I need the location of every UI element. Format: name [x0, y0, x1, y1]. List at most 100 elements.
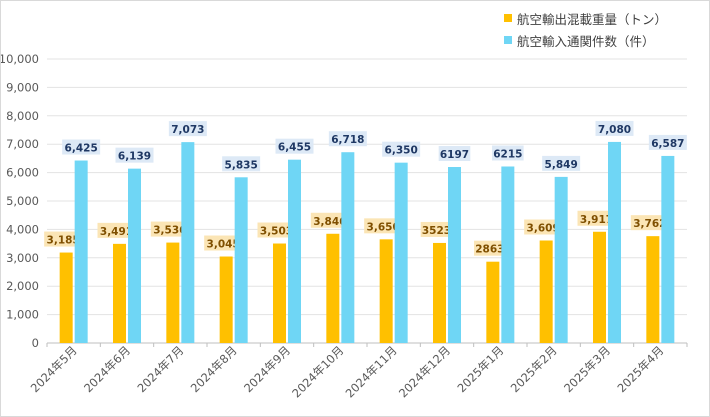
data-label-import-count: 6,350	[385, 145, 418, 157]
data-label-export-weight: 3,045	[207, 239, 240, 251]
y-tick-label: 7,000	[6, 137, 39, 151]
data-label-bg-import-count	[222, 156, 261, 172]
legend-item-import-count: 航空輸入通関件数（件）	[504, 29, 709, 51]
y-tick-label: 10,000	[1, 52, 39, 66]
legend-label-export-weight: 航空輸出混載重量（トン）	[517, 11, 668, 27]
data-label-export-weight: 3523	[422, 225, 451, 237]
legend-item-export-weight: 航空輸出混載重量（トン）	[504, 7, 709, 29]
bar-import-count	[74, 160, 88, 343]
data-label-export-weight: 3,609	[527, 223, 560, 235]
data-label-bg-import-count	[595, 120, 634, 136]
bar-import-count	[394, 162, 408, 343]
data-label-bg-export-weight	[310, 212, 349, 228]
bar-export-weight	[379, 239, 393, 343]
data-label-bg-export-weight	[44, 231, 83, 247]
bar-import-count	[128, 168, 141, 343]
x-tick-label: 2025年3月	[561, 343, 613, 395]
data-label-import-count: 5,835	[225, 159, 258, 171]
data-label-import-count: 7,073	[171, 124, 204, 136]
data-label-bg-import-count	[275, 138, 314, 154]
bar-export-weight	[326, 233, 340, 343]
data-label-export-weight: 3,917	[580, 214, 613, 226]
y-tick-label: 6,000	[6, 166, 39, 180]
data-label-bg-import-count	[328, 131, 367, 147]
legend: 航空輸出混載重量（トン） 航空輸入通関件数（件）	[504, 7, 709, 51]
data-label-bg-export-weight	[204, 235, 243, 251]
data-label-import-count: 6,455	[278, 142, 311, 154]
data-label-bg-import-count	[438, 146, 471, 162]
bar-import-count	[448, 167, 461, 343]
data-label-export-weight: 3,503	[260, 226, 293, 238]
data-label-bg-import-count	[168, 121, 207, 137]
data-label-export-weight: 3,536	[153, 225, 186, 237]
data-label-bg-export-weight	[524, 219, 563, 235]
data-label-export-weight: 3,762	[633, 218, 666, 230]
x-tick-label: 2025年2月	[508, 343, 560, 395]
data-label-bg-export-weight	[364, 218, 403, 234]
data-label-import-count: 6197	[440, 149, 469, 161]
x-tick-label: 2025年4月	[614, 343, 666, 395]
bar-export-weight	[166, 242, 180, 343]
data-label-export-weight: 3,650	[367, 221, 400, 233]
data-label-bg-export-weight	[474, 240, 506, 256]
data-label-import-count: 6,587	[651, 138, 684, 150]
data-label-import-count: 6,139	[118, 151, 151, 163]
data-label-import-count: 5,849	[545, 159, 578, 171]
bar-import-count	[341, 152, 355, 343]
bar-export-weight	[646, 236, 660, 343]
data-label-bg-export-weight	[577, 210, 616, 226]
data-label-import-count: 6,718	[331, 134, 364, 146]
data-label-bg-import-count	[542, 155, 581, 171]
y-tick-label: 8,000	[6, 109, 39, 123]
bar-import-count	[288, 159, 301, 343]
data-label-export-weight: 3,185	[47, 235, 80, 247]
legend-swatch-export-weight	[504, 14, 512, 22]
data-label-bg-import-count	[492, 145, 524, 161]
bar-import-count	[661, 155, 675, 343]
x-tick-label: 2024年11月	[343, 343, 400, 400]
data-label-bg-import-count	[62, 139, 101, 155]
data-label-bg-export-weight	[97, 222, 136, 238]
bar-import-count	[181, 142, 195, 343]
bar-export-weight	[539, 240, 553, 343]
bar-export-weight	[593, 231, 606, 343]
bar-export-weight	[59, 252, 73, 343]
y-tick-label: 1,000	[6, 308, 39, 322]
legend-label-import-count: 航空輸入通関件数（件）	[517, 33, 655, 49]
data-label-export-weight: 3,846	[313, 216, 346, 228]
data-label-bg-export-weight	[257, 222, 296, 238]
bar-import-count	[554, 176, 568, 343]
data-label-export-weight: 3,491	[100, 226, 133, 238]
data-label-import-count: 6215	[493, 148, 522, 160]
y-tick-label: 2,000	[6, 279, 39, 293]
y-tick-label: 5,000	[6, 194, 39, 208]
x-tick-label: 2024年8月	[188, 343, 240, 395]
bar-export-weight	[433, 242, 446, 343]
x-tick-label: 2024年10月	[289, 343, 346, 400]
bar-import-count	[234, 177, 248, 343]
bar-export-weight	[486, 261, 500, 343]
y-tick-label: 0	[32, 336, 39, 350]
x-tick-label: 2024年7月	[134, 343, 186, 395]
x-tick-label: 2024年5月	[28, 343, 80, 395]
data-label-bg-import-count	[648, 134, 687, 150]
x-tick-label: 2024年6月	[81, 343, 133, 395]
y-tick-label: 4,000	[6, 222, 39, 236]
data-label-bg-import-count	[382, 141, 421, 157]
y-tick-label: 3,000	[6, 251, 39, 265]
legend-swatch-import-count	[504, 36, 512, 44]
bar-export-weight	[113, 243, 126, 343]
x-tick-label: 2024年9月	[241, 343, 293, 395]
y-tick-label: 9,000	[6, 80, 39, 94]
data-label-bg-import-count	[115, 147, 154, 163]
x-tick-label: 2025年1月	[454, 343, 506, 395]
data-label-bg-export-weight	[420, 221, 453, 237]
data-label-import-count: 6,425	[65, 143, 98, 155]
bar-export-weight	[219, 256, 233, 343]
bar-export-weight	[273, 243, 286, 343]
bar-import-count	[501, 166, 515, 343]
data-label-import-count: 7,080	[598, 124, 631, 136]
data-label-export-weight: 2863	[475, 244, 504, 256]
data-label-bg-export-weight	[630, 215, 669, 231]
